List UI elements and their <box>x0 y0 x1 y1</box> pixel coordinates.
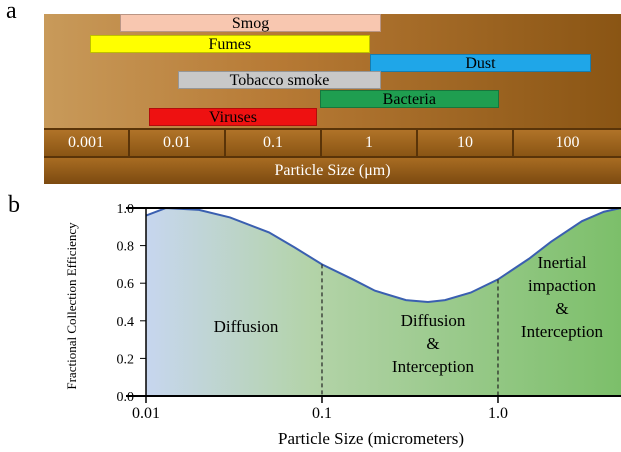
range-bar-smog: Smog <box>120 14 381 32</box>
y-tick-label: 0.4 <box>117 315 135 330</box>
x-axis-label: Particle Size (μm) <box>44 156 621 184</box>
panel-b-letter: b <box>8 192 20 218</box>
region-label: Interception <box>521 322 604 341</box>
tick-label: 0.1 <box>226 130 322 156</box>
range-bar-fumes: Fumes <box>89 35 370 53</box>
region-label: Diffusion <box>214 317 279 336</box>
tick-label: 0.001 <box>44 130 130 156</box>
y-tick-label: 1.0 <box>117 202 135 217</box>
tick-label: 1 <box>322 130 418 156</box>
y-tick-label: 0.6 <box>117 277 135 292</box>
tick-label: 10 <box>418 130 514 156</box>
region-label: & <box>555 299 568 318</box>
region-label: impaction <box>528 276 596 295</box>
range-bar-bacteria: Bacteria <box>319 90 499 108</box>
tick-label: 100 <box>555 134 580 151</box>
collection-efficiency-chart: 0.0 0.2 0.4 0.6 0.8 1.0 0.01 0.1 1.0 Particle Siz… <box>64 202 621 448</box>
region-label: & <box>426 334 439 353</box>
region-label: Diffusion <box>401 311 466 330</box>
y-tick-label: 0.2 <box>117 352 135 367</box>
particle-size-range-chart: Smog Fumes Dust Tobacco smoke Bacteria Viruse… <box>44 14 621 184</box>
y-tick-label: 0.0 <box>117 390 135 405</box>
x-axis-label: Particle Size (micrometers) <box>278 429 464 448</box>
efficiency-area <box>146 208 621 396</box>
region-label: Inertial <box>537 253 586 272</box>
efficiency-curve <box>145 206 621 304</box>
region-label: Interception <box>392 357 475 376</box>
tick-label: 0.01 <box>130 130 226 156</box>
particle-size-scale: 0.001 0.01 0.1 1 10 100 <box>44 128 621 168</box>
y-axis-label: Fractional Collection Efficiency <box>64 222 79 390</box>
y-tick-label: 0.8 <box>117 240 135 255</box>
tick-row: 0.001 0.01 0.1 1 10 100 <box>44 128 621 156</box>
range-bar-viruses: Viruses <box>149 108 317 126</box>
range-bar-tobacco-smoke: Tobacco smoke <box>178 71 381 89</box>
x-tick-label: 1.0 <box>488 405 508 422</box>
x-tick-label: 0.1 <box>312 405 332 422</box>
panel-a-letter: a <box>6 0 17 24</box>
x-tick-label: 0.01 <box>132 405 160 422</box>
range-bar-dust: Dust <box>370 54 591 72</box>
